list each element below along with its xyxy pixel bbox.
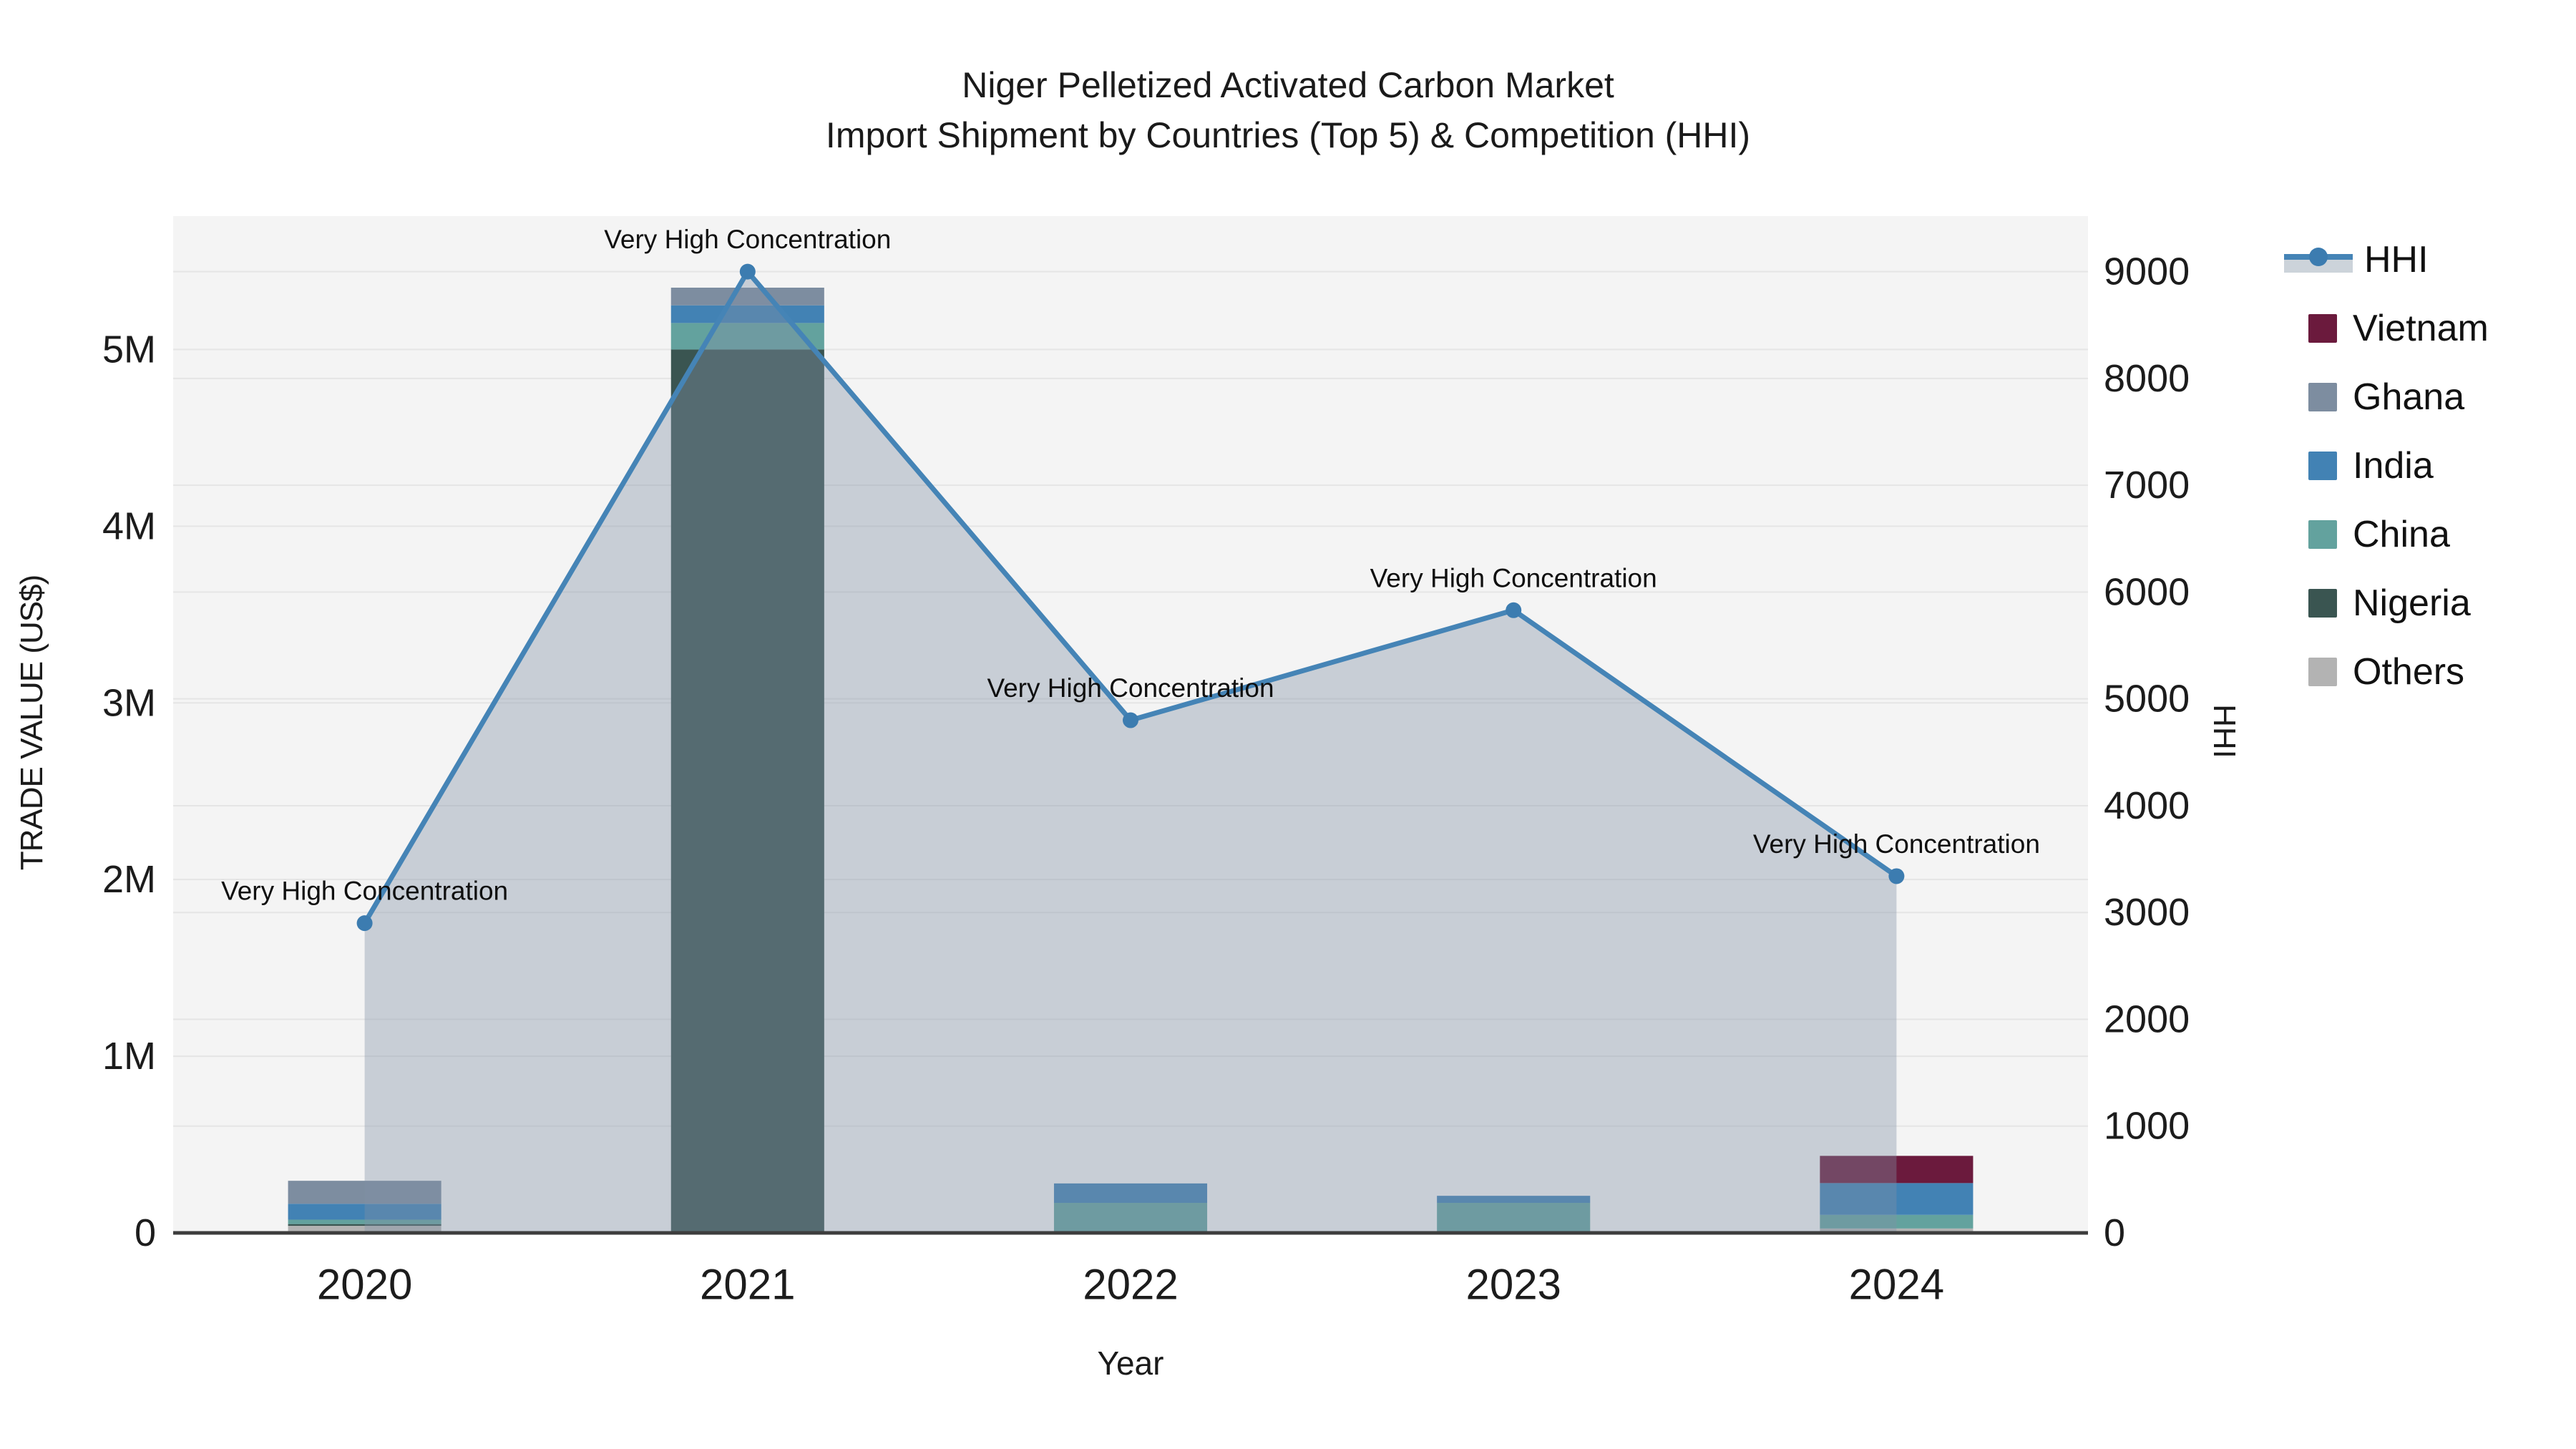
legend-label: Others bbox=[2353, 651, 2465, 693]
legend-label: Vietnam bbox=[2353, 308, 2489, 349]
y-right-tick-label: 9000 bbox=[2104, 250, 2190, 293]
legend-item-china[interactable]: China bbox=[2284, 500, 2570, 569]
legend-item-nigeria[interactable]: Nigeria bbox=[2284, 569, 2570, 638]
legend-swatch-nigeria bbox=[2308, 589, 2337, 618]
annotation-label-2020: Very High Concentration bbox=[221, 877, 508, 906]
y-left-tick-label: 4M bbox=[102, 504, 156, 547]
bar-segment-2022-china[interactable] bbox=[1053, 1203, 1208, 1231]
legend-label: Ghana bbox=[2353, 376, 2465, 418]
legend-item-ghana[interactable]: Ghana bbox=[2284, 363, 2570, 431]
hhi-marker-2022[interactable] bbox=[1123, 712, 1138, 728]
chart-title-line2: Import Shipment by Countries (Top 5) & C… bbox=[825, 115, 1751, 155]
y-right-tick-label: 8000 bbox=[2104, 357, 2190, 400]
y-right-tick-label: 7000 bbox=[2104, 464, 2190, 507]
legend-item-india[interactable]: India bbox=[2284, 431, 2570, 500]
x-tick-label-2020: 2020 bbox=[317, 1261, 412, 1309]
x-tick-label-2023: 2023 bbox=[1465, 1261, 1561, 1309]
y-right-tick-label: 1000 bbox=[2104, 1105, 2190, 1148]
legend: HHI Vietnam Ghana India China Nigeria Others bbox=[2284, 225, 2570, 706]
bar-segment-2023-india[interactable] bbox=[1437, 1196, 1591, 1204]
y-right-tick-label: 3000 bbox=[2104, 891, 2190, 934]
hhi-marker-2020[interactable] bbox=[356, 915, 373, 932]
bar-segment-2023-china[interactable] bbox=[1437, 1203, 1591, 1233]
y-left-tick-label: 3M bbox=[102, 681, 156, 724]
x-tick-label-2022: 2022 bbox=[1083, 1261, 1178, 1309]
bar-segment-2021-china[interactable] bbox=[670, 323, 824, 350]
legend-item-others[interactable]: Others bbox=[2284, 638, 2570, 706]
legend-swatch-india bbox=[2308, 452, 2337, 480]
bar-segment-2020-others[interactable] bbox=[288, 1226, 441, 1233]
bar-segment-2024-vietnam[interactable] bbox=[1820, 1156, 1974, 1184]
bar-segment-2021-india[interactable] bbox=[670, 305, 824, 323]
legend-label: China bbox=[2353, 514, 2450, 555]
y-right-tick-label: 5000 bbox=[2104, 678, 2190, 721]
bar-segment-2020-ghana[interactable] bbox=[288, 1181, 441, 1204]
annotation-label-2024: Very High Concentration bbox=[1753, 829, 2040, 859]
legend-swatch-vietnam bbox=[2308, 314, 2337, 343]
hhi-line-icon bbox=[2284, 244, 2353, 275]
legend-swatch-china bbox=[2308, 520, 2337, 549]
bar-segment-2020-india[interactable] bbox=[288, 1204, 441, 1220]
y-left-tick-label: 0 bbox=[135, 1211, 156, 1254]
hhi-marker-2021[interactable] bbox=[739, 263, 756, 280]
hhi-marker-2024[interactable] bbox=[1888, 868, 1905, 884]
x-tick-label-2021: 2021 bbox=[700, 1261, 795, 1309]
legend-swatch-ghana bbox=[2308, 383, 2337, 411]
legend-item-vietnam[interactable]: Vietnam bbox=[2284, 294, 2570, 363]
bar-segment-2021-ghana[interactable] bbox=[670, 288, 824, 306]
bar-segment-2020-china[interactable] bbox=[288, 1219, 441, 1224]
bar-segment-2024-india[interactable] bbox=[1820, 1183, 1974, 1215]
bar-segment-2022-india[interactable] bbox=[1053, 1183, 1208, 1204]
y-right-tick-label: 6000 bbox=[2104, 570, 2190, 613]
y-right-tick-label: 2000 bbox=[2104, 997, 2190, 1040]
x-tick-label-2024: 2024 bbox=[1849, 1261, 1944, 1309]
hhi-area-fill bbox=[364, 271, 1897, 1233]
bar-segment-2020-nigeria[interactable] bbox=[288, 1224, 441, 1226]
chart-title-line1: Niger Pelletized Activated Carbon Market bbox=[962, 65, 1614, 105]
x-axis-title: Year bbox=[1097, 1345, 1164, 1382]
legend-label: India bbox=[2353, 445, 2434, 487]
annotation-label-2022: Very High Concentration bbox=[987, 673, 1274, 703]
annotation-label-2021: Very High Concentration bbox=[604, 225, 891, 254]
bar-segment-2021-nigeria[interactable] bbox=[670, 349, 824, 1233]
legend-label: Nigeria bbox=[2353, 582, 2471, 624]
hhi-marker-2023[interactable] bbox=[1506, 602, 1522, 618]
legend-item-hhi[interactable]: HHI bbox=[2284, 225, 2570, 294]
y-right-tick-label: 0 bbox=[2104, 1211, 2125, 1254]
y-right-tick-label: 4000 bbox=[2104, 784, 2190, 827]
y-left-tick-label: 1M bbox=[102, 1035, 156, 1078]
bar-segment-2024-china[interactable] bbox=[1820, 1214, 1974, 1229]
legend-swatch-others bbox=[2308, 658, 2337, 686]
y-left-tick-label: 5M bbox=[102, 328, 156, 371]
legend-label: HHI bbox=[2364, 239, 2429, 280]
y-left-tick-label: 2M bbox=[102, 858, 156, 901]
annotation-label-2023: Very High Concentration bbox=[1370, 563, 1657, 592]
bar-segment-2024-others[interactable] bbox=[1820, 1228, 1974, 1233]
chart-title: Niger Pelletized Activated Carbon Market… bbox=[0, 60, 2576, 160]
